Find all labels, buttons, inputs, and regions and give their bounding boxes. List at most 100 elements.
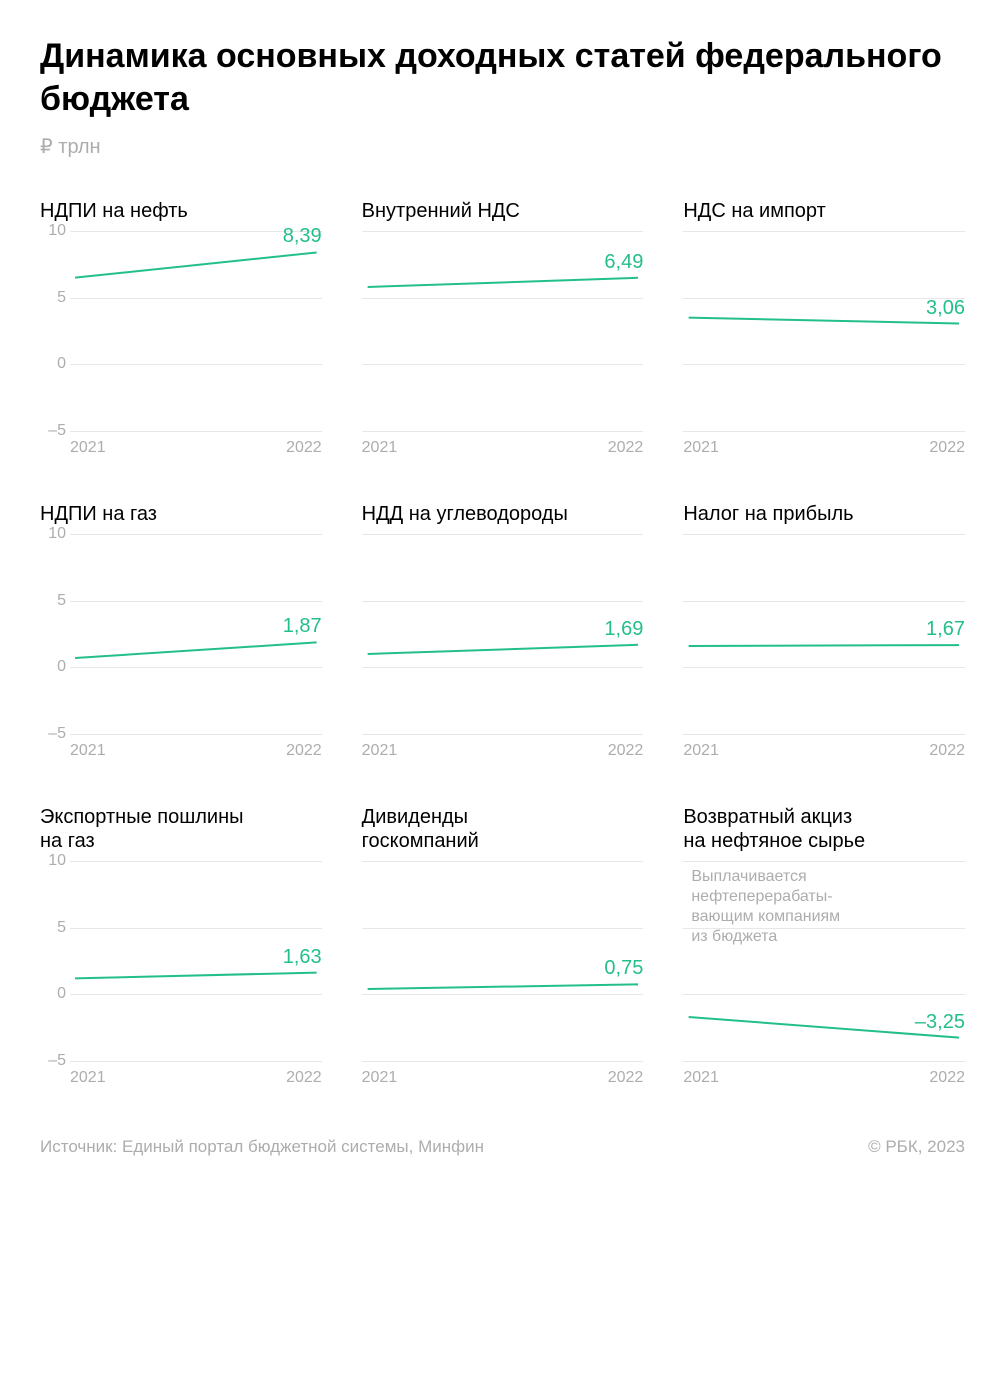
panel: НДПИ на нефть–505108,3920212022 (40, 199, 322, 457)
chart-area: 1,69 (362, 534, 644, 734)
x-axis-labels: 20212022 (362, 439, 644, 457)
x-tick-label: 2021 (683, 742, 719, 760)
gridline (683, 734, 965, 735)
chart-area: 1,87 (70, 534, 322, 734)
chart-wrap: –505108,39 (40, 231, 322, 431)
value-label: 1,69 (604, 618, 643, 645)
y-tick-label: 5 (57, 592, 66, 610)
panel: Возвратный акциз на нефтяное сырье –3,25В… (683, 805, 965, 1087)
value-label: 8,39 (283, 225, 322, 252)
chart-wrap: 0,75 (362, 861, 644, 1061)
y-tick-label: –5 (48, 1052, 66, 1070)
chart-wrap: –505101,63 (40, 861, 322, 1061)
x-tick-label: 2021 (70, 742, 106, 760)
y-tick-label: –5 (48, 422, 66, 440)
x-tick-label: 2021 (70, 1069, 106, 1087)
y-tick-label: 10 (48, 222, 66, 240)
gridline (70, 431, 322, 432)
gridline (362, 734, 644, 735)
panel-title: НДПИ на нефть (40, 199, 322, 223)
chart-wrap: 3,06 (683, 231, 965, 431)
x-axis-labels: 2021 2022 (70, 1069, 322, 1087)
y-tick-label: 0 (57, 658, 66, 676)
x-tick-label: 2021 (683, 1069, 719, 1087)
chart-wrap: 1,69 (362, 534, 644, 734)
x-axis-labels: 2021 2022 (683, 439, 965, 457)
value-label: 1,63 (283, 946, 322, 973)
gridline (362, 431, 644, 432)
panel-title: НДС на импорт (683, 199, 965, 223)
x-tick-label: 2022 (929, 439, 965, 457)
value-label: 3,06 (926, 297, 965, 324)
chart-area: 3,06 (683, 231, 965, 431)
x-tick-label: 2022 (286, 1069, 322, 1087)
panel: НДПИ на газ –5 0 5 101,87 2021 2022 (40, 502, 322, 760)
x-tick-label: 2022 (929, 742, 965, 760)
gridline (362, 1061, 644, 1062)
y-axis-labels: –50510 (40, 231, 68, 431)
x-tick-label: 2021 (70, 439, 106, 457)
panel-title: Экспортные пошлины на газ (40, 805, 322, 853)
y-tick-label: –5 (48, 725, 66, 743)
x-tick-label: 2022 (608, 742, 644, 760)
series-line (683, 231, 965, 431)
chart-wrap: 1,67 (683, 534, 965, 734)
gridline (70, 1061, 322, 1062)
panel: Налог на прибыль 1,67 2021 2022 (683, 502, 965, 760)
panel-title: Налог на прибыль (683, 502, 965, 526)
chart-area: 8,39 (70, 231, 322, 431)
x-tick-label: 2021 (362, 1069, 398, 1087)
x-tick-label: 2022 (608, 439, 644, 457)
panel-title: НДД на углеводороды (362, 502, 644, 526)
gridline (683, 431, 965, 432)
gridline (70, 734, 322, 735)
panel: Внутренний НДС 6,49 20212022 (362, 199, 644, 457)
chart-area: 1,63 (70, 861, 322, 1061)
y-axis-labels: –50510 (40, 861, 68, 1061)
y-tick-label: 10 (48, 852, 66, 870)
x-axis-labels: 2021 2022 (70, 742, 322, 760)
x-axis-labels: 2021 2022 (362, 742, 644, 760)
panel-title: НДПИ на газ (40, 502, 322, 526)
small-multiples-grid: НДПИ на нефть–505108,3920212022Внутренни… (40, 199, 965, 1087)
series-line (362, 534, 644, 734)
y-tick-label: 5 (57, 919, 66, 937)
panel: Экспортные пошлины на газ–505101,6320212… (40, 805, 322, 1087)
y-tick-label: 10 (48, 525, 66, 543)
x-tick-label: 2022 (286, 439, 322, 457)
x-axis-labels: 2021 2022 (683, 1069, 965, 1087)
series-line (70, 231, 322, 431)
x-axis-labels: 2021 2022 (70, 439, 322, 457)
panel-title: Дивиденды госкомпаний (362, 805, 644, 853)
panel: НДС на импорт 3,06 2021 2022 (683, 199, 965, 457)
series-line (362, 231, 644, 431)
series-line (362, 861, 644, 1061)
chart-area: 0,75 (362, 861, 644, 1061)
chart-area: 6,49 (362, 231, 644, 431)
x-tick-label: 2022 (929, 1069, 965, 1087)
chart-area: 1,67 (683, 534, 965, 734)
chart-wrap: –3,25Выплачивается нефтеперерабаты- вающ… (683, 861, 965, 1061)
panel-title: Внутренний НДС (362, 199, 644, 223)
gridline (683, 1061, 965, 1062)
panel-note: Выплачивается нефтеперерабаты- вающим ко… (691, 867, 840, 947)
series-line (683, 534, 965, 734)
y-tick-label: 0 (57, 355, 66, 373)
x-axis-labels: 20212022 (362, 1069, 644, 1087)
chart-title: Динамика основных доходных статей федера… (40, 35, 965, 120)
panel: Дивиденды госкомпаний 0,75 20212022 (362, 805, 644, 1087)
footer-source: Источник: Единый портал бюджетной систем… (40, 1137, 484, 1157)
y-axis-labels: –50510 (40, 534, 68, 734)
y-tick-label: 5 (57, 289, 66, 307)
x-tick-label: 2021 (362, 742, 398, 760)
chart-wrap: 6,49 (362, 231, 644, 431)
x-tick-label: 2022 (286, 742, 322, 760)
chart-subtitle: ₽ трлн (40, 134, 965, 159)
x-axis-labels: 2021 2022 (683, 742, 965, 760)
panel-title: Возвратный акциз на нефтяное сырье (683, 805, 965, 853)
chart-wrap: –505101,87 (40, 534, 322, 734)
footer: Источник: Единый портал бюджетной систем… (40, 1127, 965, 1157)
x-tick-label: 2021 (683, 439, 719, 457)
value-label: 0,75 (604, 957, 643, 984)
y-tick-label: 0 (57, 985, 66, 1003)
